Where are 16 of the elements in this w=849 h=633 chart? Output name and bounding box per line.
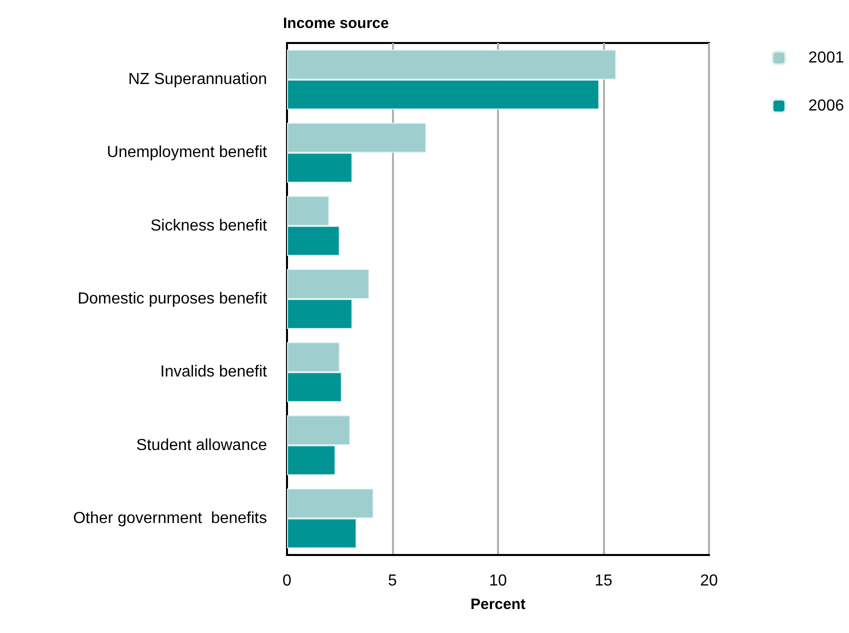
y-tick-label: Student allowance: [136, 436, 268, 454]
x-tick-label: 0: [282, 572, 292, 590]
x-tick-label: 5: [388, 572, 398, 590]
y-tick-label: NZ Superannuation: [128, 71, 267, 88]
y-tick-label: Invalids benefit: [160, 364, 268, 381]
legend-label: 2001: [808, 50, 844, 66]
y-tick-label: Other government benefits: [73, 510, 267, 527]
y-axis-title: Income source: [283, 15, 389, 32]
x-tick-label: 20: [700, 572, 718, 590]
x-tick-label: 15: [594, 572, 612, 590]
y-tick-label: Sickness benefit: [150, 217, 268, 234]
y-tick-label: Domestic purposes benefit: [78, 290, 268, 308]
y-tick-label: Unemployment benefit: [106, 144, 268, 162]
x-axis-title: Percent: [470, 596, 526, 613]
legend-label: 2006: [808, 98, 844, 114]
x-tick-label: 10: [489, 572, 507, 590]
